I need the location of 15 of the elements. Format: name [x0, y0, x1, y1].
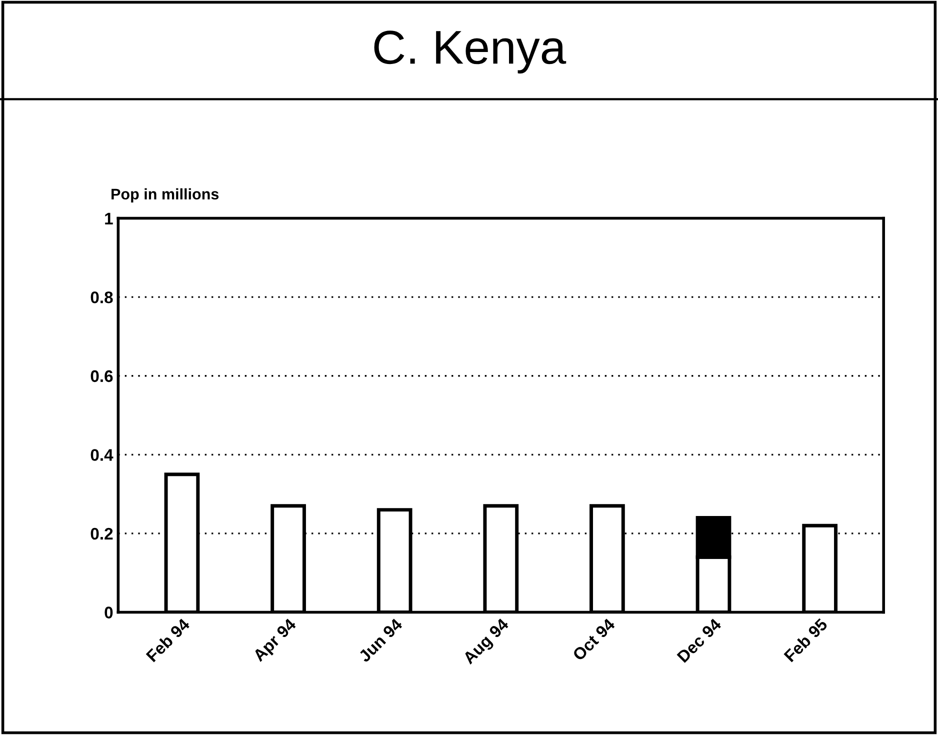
y-tick-label: 0.8: [90, 291, 113, 304]
x-tick-label: Jun 94: [358, 617, 404, 663]
x-tick-label: Apr 94: [252, 617, 300, 664]
y-tick-label: 0.2: [90, 528, 113, 540]
x-tick-label: Feb 95: [783, 617, 828, 662]
y-tick-label: 1: [105, 212, 113, 224]
x-tick-label: Dec 94: [676, 617, 722, 663]
y-axis-title: Pop in millions: [112, 188, 219, 203]
x-tick-label: Aug 94: [462, 617, 512, 668]
y-tick-label: 0.4: [90, 449, 114, 461]
x-tick-label: Oct 94: [572, 617, 616, 662]
y-tick-label: 0: [104, 606, 113, 618]
chart-title: C. Kenya: [374, 30, 566, 74]
x-tick-label: Feb 94: [145, 617, 191, 662]
y-tick-label: 0.6: [90, 370, 113, 382]
